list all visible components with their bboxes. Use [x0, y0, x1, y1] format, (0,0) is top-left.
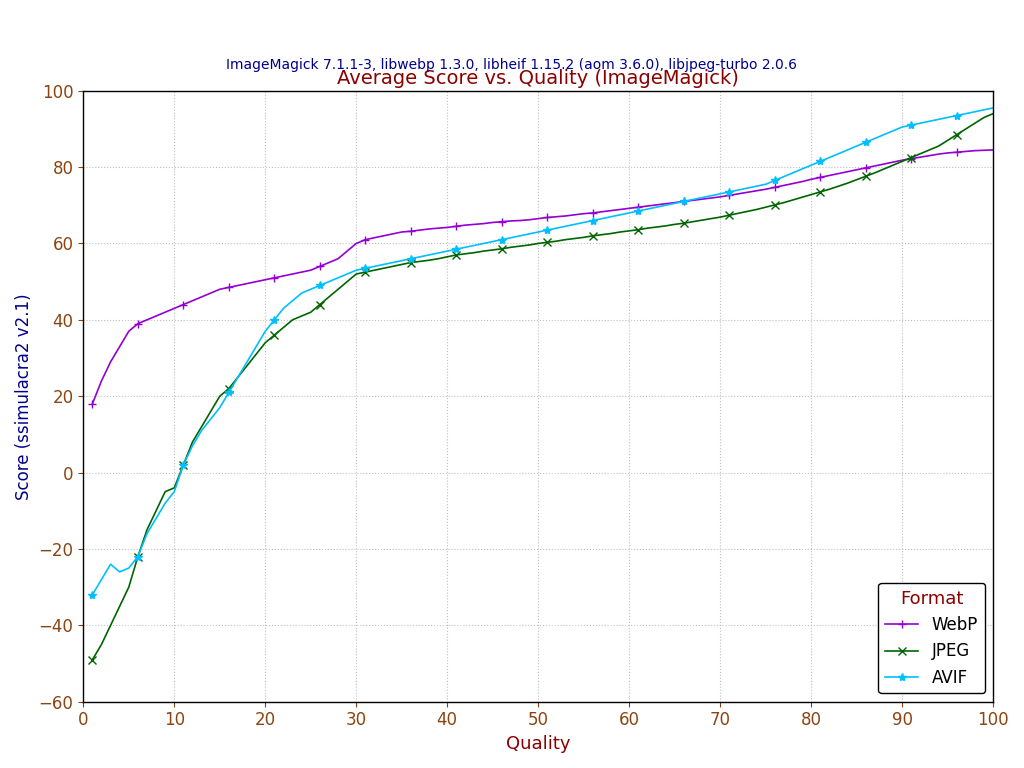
- Line: AVIF: AVIF: [88, 104, 997, 599]
- JPEG: [623, 227, 635, 236]
- JPEG: [296, 311, 308, 320]
- WebP: [86, 399, 98, 409]
- JPEG: [86, 655, 98, 664]
- AVIF: [623, 208, 635, 217]
- AVIF: [941, 113, 953, 122]
- WebP: [259, 275, 271, 284]
- AVIF: [987, 103, 999, 112]
- AVIF: [296, 289, 308, 298]
- WebP: [914, 153, 927, 162]
- WebP: [987, 145, 999, 154]
- JPEG: [914, 149, 927, 158]
- Title: Average Score vs. Quality (ImageMagick): Average Score vs. Quality (ImageMagick): [337, 69, 739, 88]
- Line: WebP: WebP: [88, 146, 997, 408]
- WebP: [296, 267, 308, 276]
- AVIF: [914, 118, 927, 127]
- WebP: [550, 212, 562, 221]
- JPEG: [987, 109, 999, 118]
- X-axis label: Quality: Quality: [506, 735, 570, 753]
- AVIF: [259, 326, 271, 336]
- AVIF: [86, 590, 98, 599]
- WebP: [941, 148, 953, 157]
- JPEG: [259, 338, 271, 347]
- Legend: WebP, JPEG, AVIF: WebP, JPEG, AVIF: [879, 583, 985, 694]
- JPEG: [941, 136, 953, 145]
- Text: ImageMagick 7.1.1-3, libwebp 1.3.0, libheif 1.15.2 (aom 3.6.0), libjpeg-turbo 2.: ImageMagick 7.1.1-3, libwebp 1.3.0, libh…: [226, 58, 798, 72]
- AVIF: [550, 223, 562, 233]
- Y-axis label: Score (ssimulacra2 v2.1): Score (ssimulacra2 v2.1): [15, 293, 33, 499]
- JPEG: [550, 237, 562, 246]
- WebP: [623, 204, 635, 213]
- Line: JPEG: JPEG: [88, 110, 997, 664]
